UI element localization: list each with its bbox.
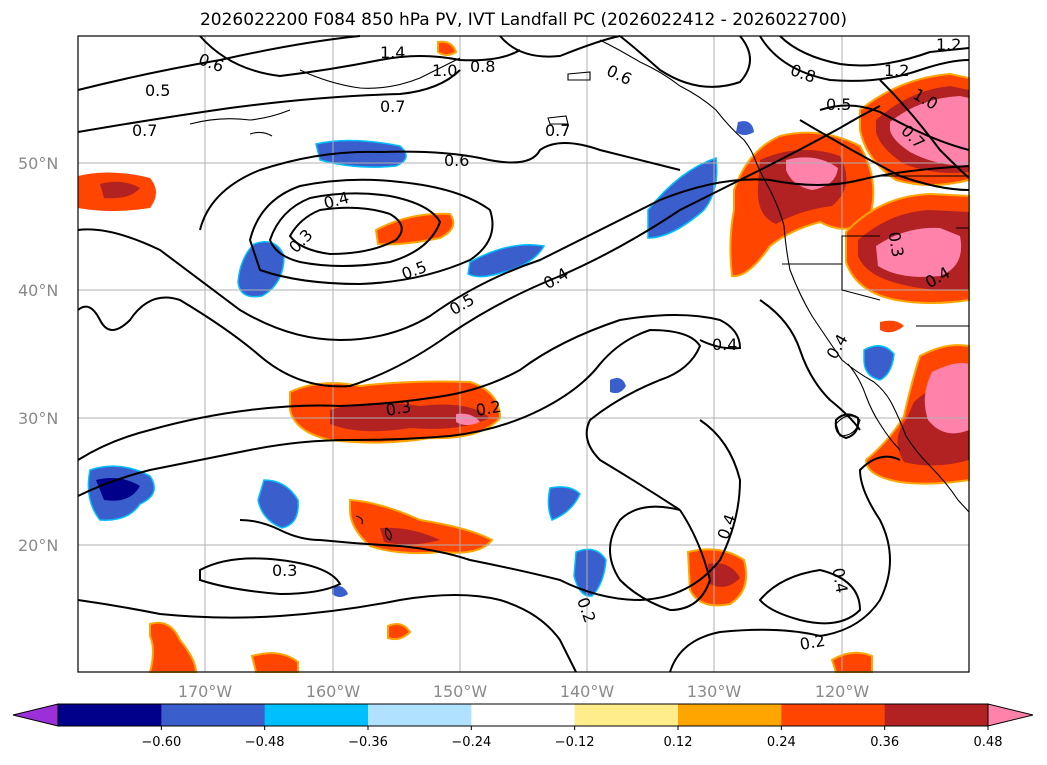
lat-label-50n: 50°N [18,154,58,173]
lat-label-20n: 20°N [18,536,58,555]
colorbar-extend-low [12,703,59,727]
colorbar-tick-label: 0.36 [870,735,899,750]
colorbar-segment [264,704,369,726]
lon-label-150w: 150°W [433,682,488,701]
colorbar-segment [471,704,576,726]
map-title: 2026022200 F084 850 hPa PV, IVT Landfall… [199,10,847,30]
coastlines [189,39,970,541]
contour-label: 1.0 [432,61,457,80]
contour-labels: 0.5 0.6 1.4 1.0 0.8 0.7 0.6 0.8 1.2 1.2 … [132,35,961,654]
colorbar-extend-high [987,703,1034,727]
colorbar-segment [884,704,989,726]
colorbar-outline [57,703,989,727]
latitude-labels: 50°N 40°N 30°N 20°N [18,154,58,555]
lat-label-30n: 30°N [18,409,58,428]
contour-label: 0.4 [712,335,737,354]
colorbar-tick-label: −0.36 [348,735,388,750]
colorbar-tick-label: −0.12 [555,735,595,750]
contour-label: 1.2 [936,35,961,54]
lon-label-120w: 120°W [815,682,870,701]
contour-label: 0.3 [272,561,297,580]
lon-label-160w: 160°W [306,682,361,701]
positive-anomaly-subtropics [148,40,873,673]
contour-label: 0.6 [444,151,469,170]
contour-label: 0.3 [384,397,412,420]
contour-label: 1.4 [380,43,405,62]
positive-anomaly-pacific-northwest [729,72,970,485]
colorbar-tick-label: −0.48 [245,735,285,750]
contour-label: 0.5 [826,95,851,114]
colorbar-segment [161,704,266,726]
map-frame [77,35,970,673]
pv-contours [77,35,970,673]
lon-label-140w: 140°W [560,682,615,701]
contour-label: 0.7 [545,121,570,140]
colorbar-tick-label: 0.24 [767,735,796,750]
contour-label: 1.2 [884,61,909,80]
contour-label: 0.7 [132,121,157,140]
colorbar: −0.60 −0.48 −0.36 −0.24 −0.12 0.12 0.24 0.36 0.4… [12,703,1034,750]
longitude-labels: 170°W 160°W 150°W 140°W 130°W 120°W [178,682,870,701]
colorbar-tick-label: 0.48 [974,735,1003,750]
positive-anomaly-nw-pacific [78,172,156,211]
colorbar-tick-label: 0.12 [664,735,693,750]
contour-label: 0.2 [474,397,502,420]
contour-label: 0.3 [884,230,907,258]
contour-label: 0.5 [145,81,170,100]
colorbar-segment [574,704,679,726]
contour-label: 0.8 [470,57,495,76]
colorbar-segment [58,704,162,726]
lon-label-170w: 170°W [178,682,233,701]
contour-label: 0.4 [828,566,851,594]
colorbar-tick-label: −0.60 [141,735,181,750]
lat-label-40n: 40°N [18,281,58,300]
lon-label-130w: 130°W [687,682,742,701]
positive-anomaly-hawaii [349,498,494,555]
colorbar-segment [368,704,472,726]
contour-label: 0.2 [798,631,826,654]
contour-label: 0.7 [380,97,405,116]
colorbar-tick-label: −0.24 [451,735,491,750]
colorbar-segment [781,704,886,726]
colorbar-segment [678,704,782,726]
